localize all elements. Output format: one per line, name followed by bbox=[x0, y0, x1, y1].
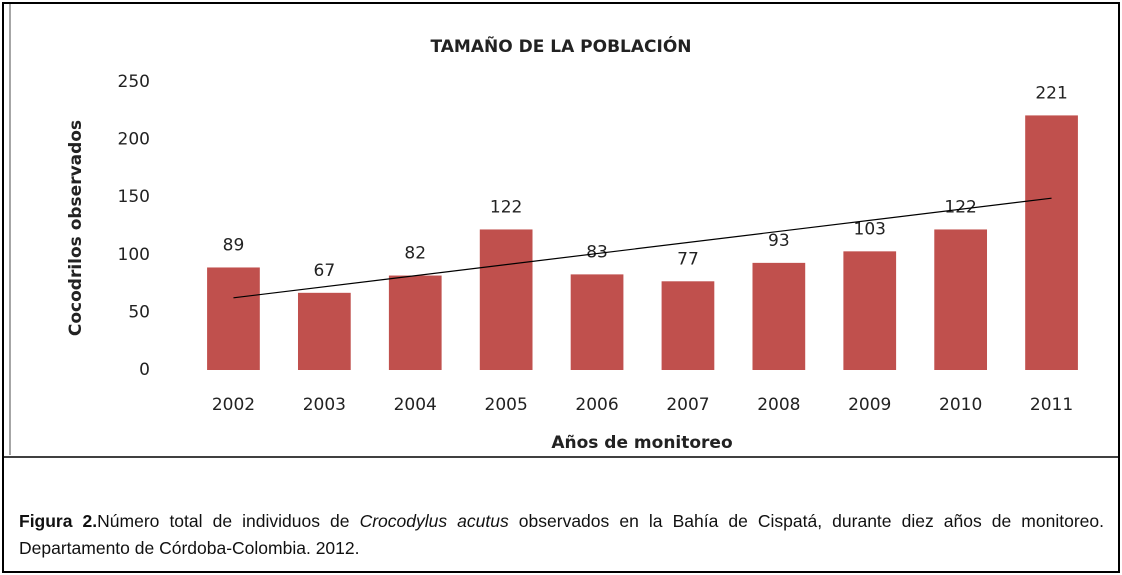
x-tick-label: 2005 bbox=[485, 395, 528, 415]
data-label: 89 bbox=[223, 235, 245, 255]
x-tick-label: 2009 bbox=[848, 395, 891, 415]
bar bbox=[1025, 115, 1078, 371]
data-label: 67 bbox=[314, 261, 336, 281]
data-label: 122 bbox=[490, 197, 522, 217]
y-tick-label: 200 bbox=[118, 130, 150, 150]
x-tick-label: 2006 bbox=[575, 395, 618, 415]
data-label: 122 bbox=[944, 197, 976, 217]
chart-title: TAMAÑO DE LA POBLACIÓN bbox=[431, 34, 692, 57]
y-tick-label: 100 bbox=[118, 245, 150, 265]
bar bbox=[388, 275, 442, 370]
x-tick-label: 2002 bbox=[212, 395, 255, 415]
data-label: 83 bbox=[586, 242, 608, 262]
caption: Figura 2.Número total de individuos de C… bbox=[19, 508, 1104, 562]
trendline bbox=[233, 197, 1052, 299]
bar bbox=[207, 267, 260, 370]
x-tick-label: 2011 bbox=[1030, 395, 1073, 415]
bar bbox=[934, 229, 988, 370]
data-label: 103 bbox=[854, 219, 886, 239]
bar bbox=[843, 251, 897, 370]
caption-label: Figura 2. bbox=[19, 511, 98, 531]
caption-species: Crocodylus acutus bbox=[359, 511, 509, 531]
data-label: 77 bbox=[677, 249, 699, 269]
x-tick-label: 2004 bbox=[394, 395, 437, 415]
bar bbox=[479, 229, 533, 370]
data-label: 221 bbox=[1035, 83, 1067, 103]
caption-text: Número total de individuos de bbox=[97, 511, 360, 531]
y-tick-label: 0 bbox=[139, 360, 150, 380]
data-label: 82 bbox=[404, 244, 426, 264]
y-tick-label: 250 bbox=[118, 72, 150, 92]
x-axis-label: Años de monitoreo bbox=[551, 433, 732, 453]
bar bbox=[570, 274, 624, 370]
y-tick-label: 150 bbox=[118, 187, 150, 207]
data-label: 93 bbox=[768, 231, 790, 251]
x-tick-label: 2008 bbox=[757, 395, 800, 415]
x-tick-label: 2003 bbox=[303, 395, 346, 415]
x-tick-label: 2010 bbox=[939, 395, 982, 415]
x-tick-label: 2007 bbox=[666, 395, 709, 415]
caption-text: observados en la Bahía de Cispatá, duran… bbox=[19, 511, 1104, 558]
bar bbox=[297, 292, 351, 370]
y-axis-label: Cocodrilos observados bbox=[66, 120, 86, 336]
y-tick-label: 50 bbox=[128, 302, 150, 322]
bar bbox=[661, 281, 715, 370]
bar bbox=[752, 262, 806, 370]
